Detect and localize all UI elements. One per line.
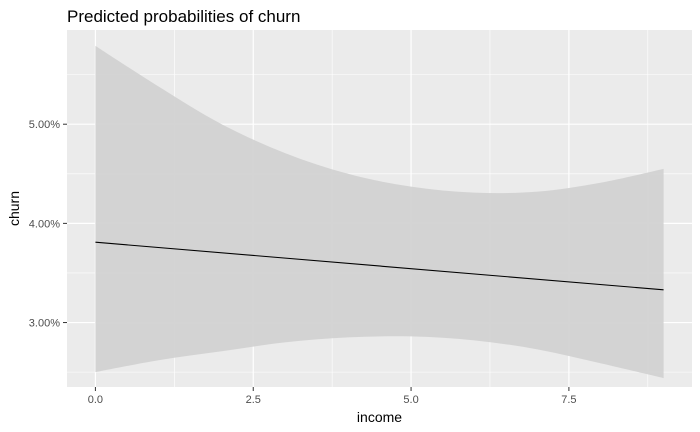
confidence-band-layer <box>95 45 664 379</box>
x-axis-ticks: 0.0 2.5 5.0 7.5 <box>88 387 577 406</box>
y-axis-ticks: 3.00% 4.00% 5.00% <box>29 119 67 330</box>
confidence-band <box>95 45 664 379</box>
chart-title: Predicted probabilities of churn <box>67 7 300 26</box>
y-tick-label: 3.00% <box>29 318 60 330</box>
x-tick-label: 0.0 <box>88 394 103 406</box>
x-axis-title: income <box>357 409 402 425</box>
y-axis-title: churn <box>6 191 22 226</box>
y-tick-label: 5.00% <box>29 119 60 131</box>
series-line-layer <box>95 241 664 291</box>
y-tick-label: 4.00% <box>29 218 60 230</box>
prediction-line <box>95 241 664 291</box>
x-tick-label: 7.5 <box>561 394 576 406</box>
x-tick-label: 5.0 <box>403 394 418 406</box>
x-tick-label: 2.5 <box>246 394 261 406</box>
